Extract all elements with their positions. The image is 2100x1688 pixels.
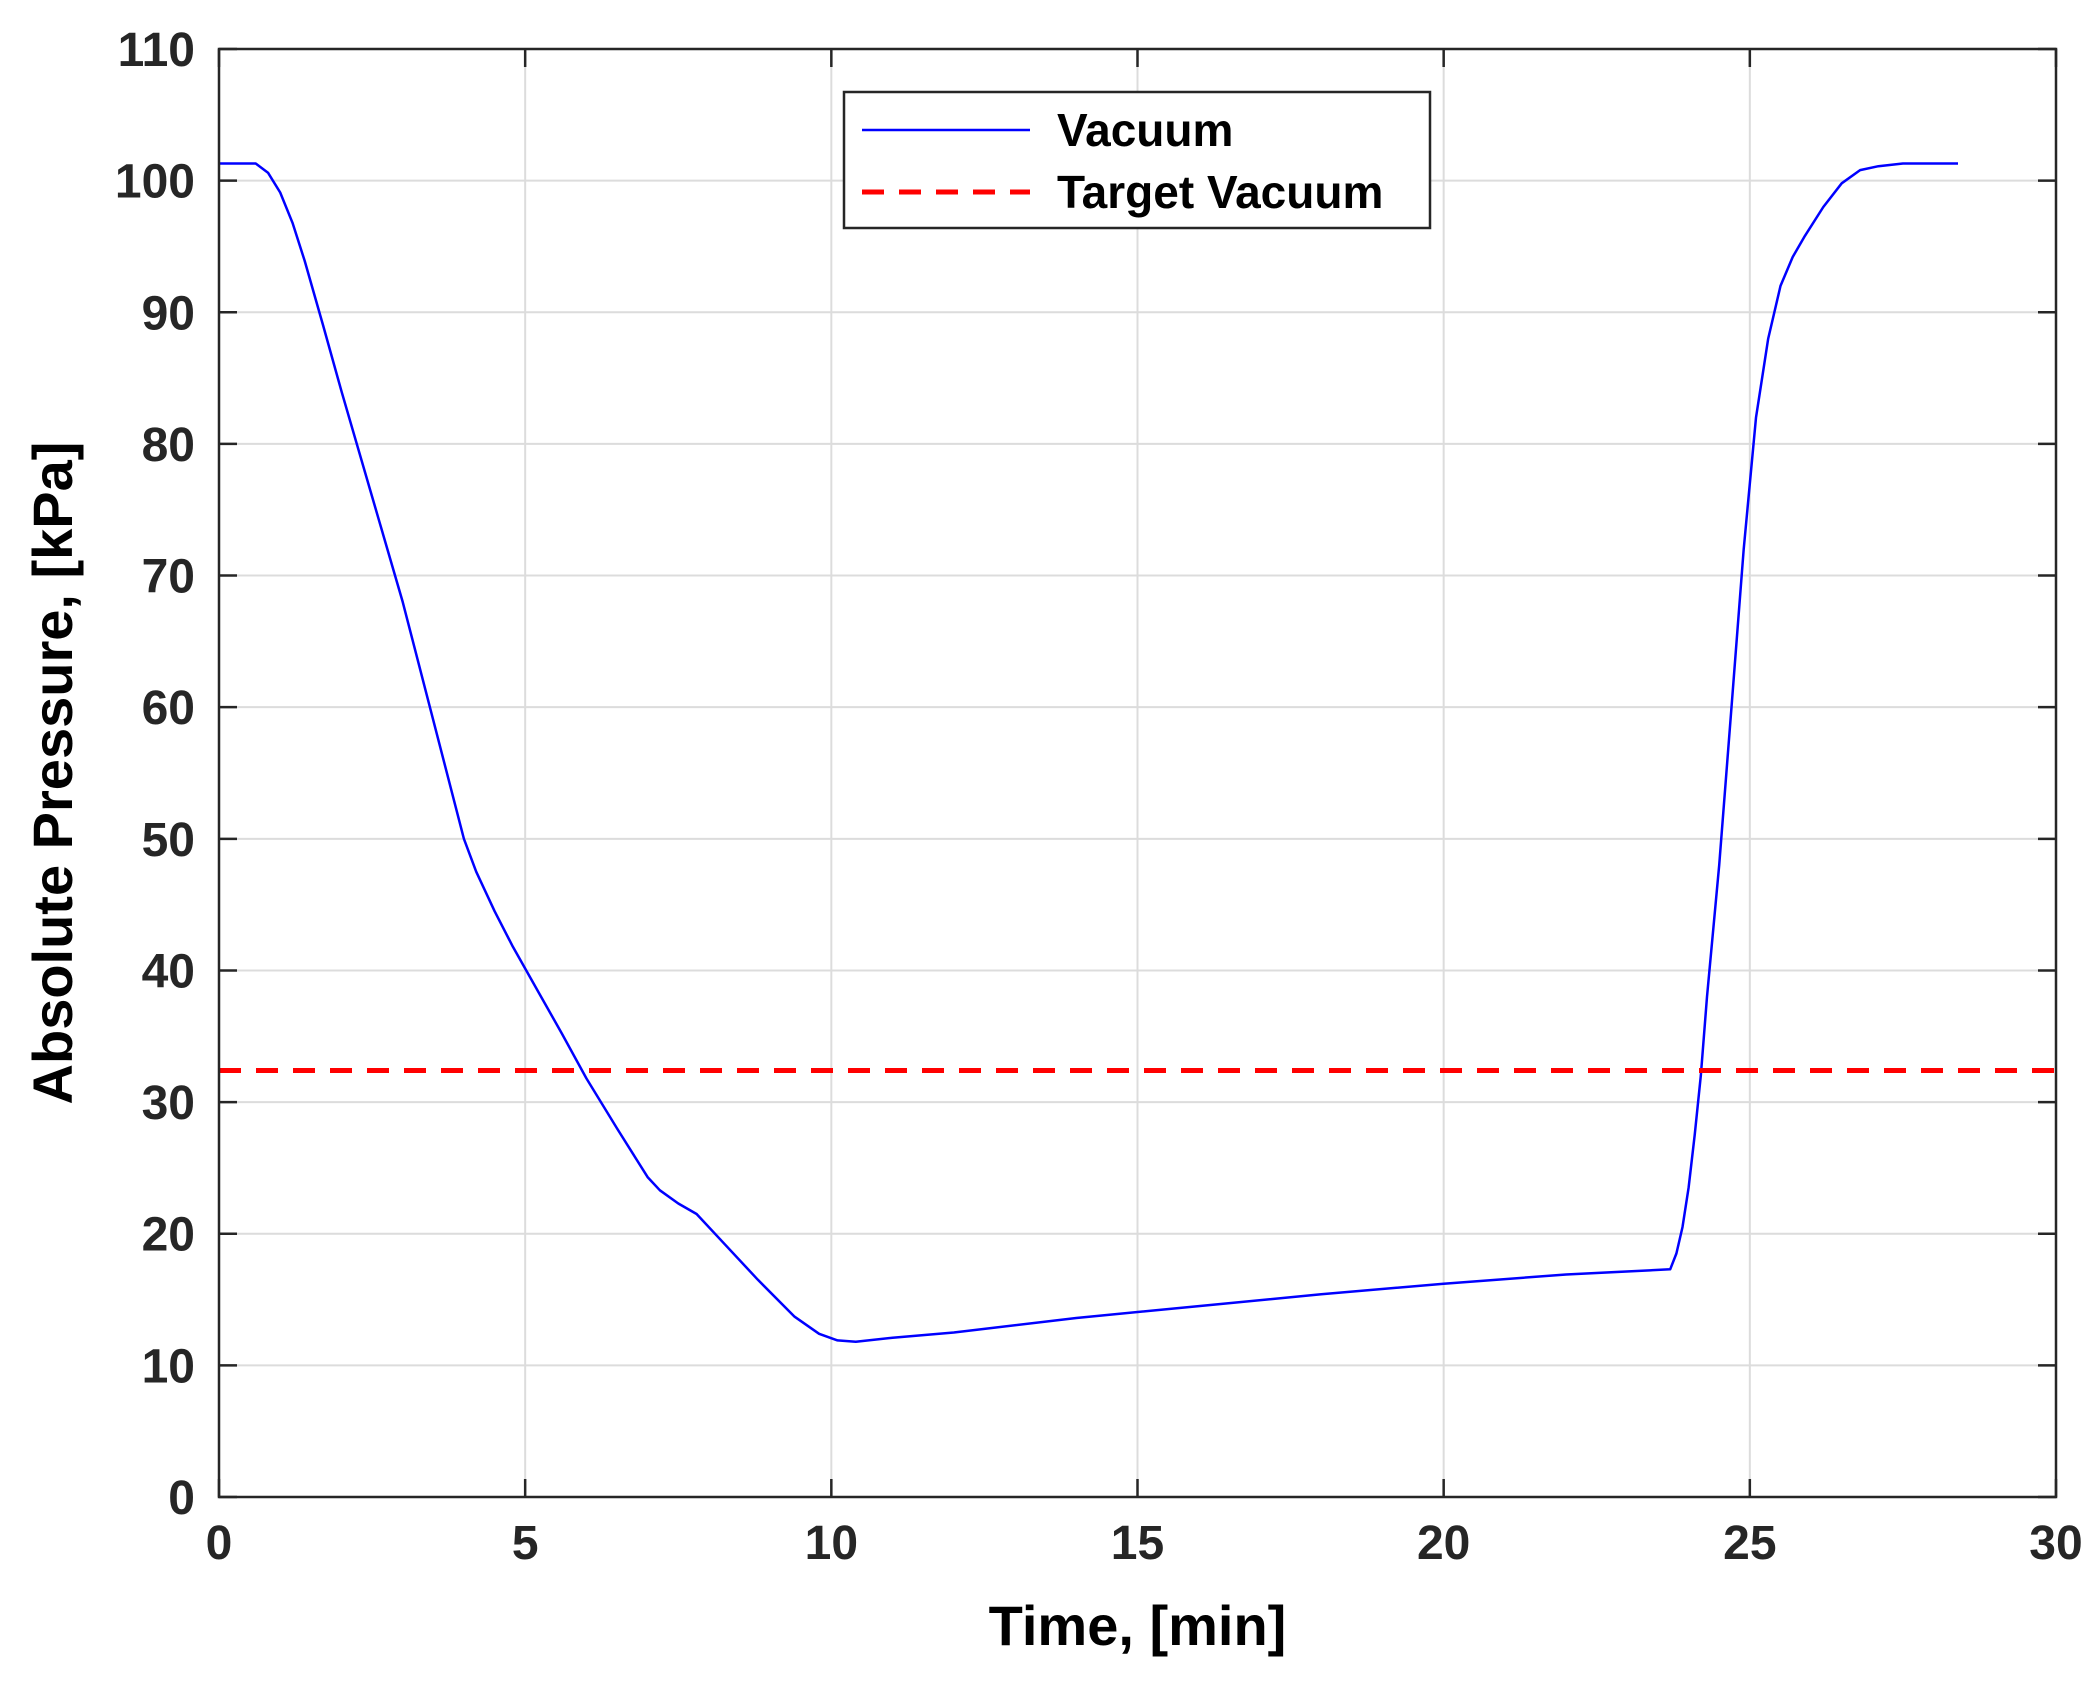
series-line-vacuum	[219, 162, 1958, 1343]
x-tick-label: 25	[1723, 1517, 1776, 1570]
x-axis-title: Time, [min]	[989, 1594, 1287, 1657]
y-tick-label: 90	[142, 287, 195, 340]
y-tick-label: 100	[115, 156, 195, 209]
y-tick-label: 70	[142, 551, 195, 604]
x-tick-label: 15	[1111, 1517, 1164, 1570]
y-tick-label: 50	[142, 814, 195, 867]
tick-marks	[217, 47, 2058, 1499]
y-tick-label: 80	[142, 419, 195, 472]
y-tick-label: 60	[142, 682, 195, 735]
y-tick-label: 40	[142, 945, 195, 998]
legend-label-vacuum: Vacuum	[1057, 104, 1233, 156]
x-tick-label: 5	[512, 1517, 539, 1570]
x-tick-label: 10	[805, 1517, 858, 1570]
legend-box	[842, 90, 1432, 230]
y-tick-label: 20	[142, 1209, 195, 1262]
series-layer	[219, 162, 2056, 1343]
tick-labels: 0 5 10 15 20 25 30 0 10 20 30 40 50 60 70 80 90 100 110	[115, 24, 2083, 1570]
y-tick-label: 110	[118, 24, 195, 77]
x-tick-label: 20	[1417, 1517, 1470, 1570]
x-tick-label: 30	[2029, 1517, 2082, 1570]
y-axis-title: Absolute Pressure, [kPa]	[21, 442, 84, 1105]
y-tick-label: 10	[142, 1340, 195, 1393]
legend: Vacuum Target Vacuum	[842, 90, 1432, 230]
y-tick-label: 0	[168, 1472, 195, 1525]
x-tick-label: 0	[206, 1517, 233, 1570]
legend-label-target-vacuum: Target Vacuum	[1057, 166, 1383, 218]
y-tick-label: 30	[142, 1077, 195, 1130]
